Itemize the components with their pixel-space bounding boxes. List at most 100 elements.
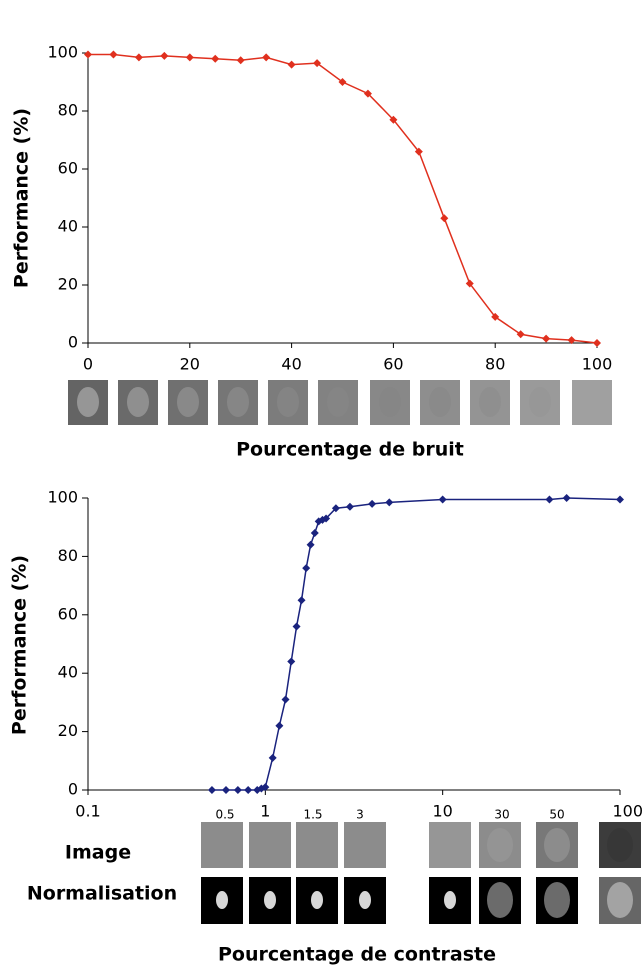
y-tick-label: 100 bbox=[47, 488, 78, 507]
marker bbox=[275, 721, 284, 730]
face bbox=[487, 828, 513, 862]
marker bbox=[345, 502, 354, 511]
marker bbox=[185, 53, 194, 62]
marker bbox=[287, 657, 296, 666]
noise-thumbnail bbox=[370, 380, 410, 425]
y-tick-label: 80 bbox=[58, 546, 78, 565]
x-axis-label: Pourcentage de bruit bbox=[236, 439, 464, 461]
face bbox=[544, 828, 570, 862]
image-thumbnail bbox=[201, 822, 243, 868]
row-label: Image bbox=[65, 842, 131, 864]
marker bbox=[244, 786, 253, 794]
y-tick-label: 20 bbox=[58, 275, 78, 294]
marker bbox=[297, 596, 306, 605]
face bbox=[77, 387, 99, 417]
face bbox=[479, 387, 501, 417]
noise-thumbnail bbox=[420, 380, 460, 425]
face bbox=[529, 387, 551, 417]
face bbox=[216, 891, 228, 909]
face bbox=[327, 387, 349, 417]
face bbox=[379, 387, 401, 417]
image-thumbnail bbox=[429, 822, 471, 868]
normalised-thumbnail bbox=[599, 877, 641, 924]
face bbox=[359, 891, 371, 909]
marker bbox=[109, 50, 118, 59]
marker bbox=[322, 514, 331, 523]
x-tick-label: 100 bbox=[582, 355, 613, 374]
marker bbox=[233, 786, 242, 794]
contrast-thumbnails bbox=[201, 822, 641, 924]
marker bbox=[331, 504, 340, 513]
normalised-thumbnail bbox=[479, 877, 521, 924]
x-tick-label: 1 bbox=[260, 802, 270, 821]
line bbox=[211, 497, 621, 791]
image-thumbnail bbox=[249, 822, 291, 868]
marker bbox=[292, 622, 301, 631]
marker bbox=[363, 89, 372, 98]
image-caption: 50 bbox=[549, 808, 564, 822]
marker bbox=[338, 78, 347, 86]
marker bbox=[385, 498, 394, 507]
y-tick-label: 0 bbox=[68, 333, 78, 352]
face bbox=[264, 891, 276, 909]
marker bbox=[261, 783, 270, 792]
noise-thumbnail bbox=[470, 380, 510, 425]
row-label: Normalisation bbox=[27, 883, 177, 905]
marker bbox=[207, 786, 216, 794]
x-tick-label: 80 bbox=[485, 355, 505, 374]
face bbox=[277, 387, 299, 417]
marker bbox=[211, 54, 220, 63]
marker bbox=[616, 495, 624, 504]
x-tick-label: 40 bbox=[281, 355, 301, 374]
noise-thumbnails bbox=[68, 380, 612, 425]
marker bbox=[281, 695, 290, 704]
y-tick-label: 80 bbox=[58, 101, 78, 120]
noise-thumbnail bbox=[520, 380, 560, 425]
image-thumbnail bbox=[296, 822, 338, 868]
normalised-thumbnail bbox=[536, 877, 578, 924]
y-tick-label: 40 bbox=[58, 217, 78, 236]
face bbox=[177, 387, 199, 417]
face bbox=[311, 891, 323, 909]
marker bbox=[160, 51, 169, 60]
x-tick-label: 10 bbox=[432, 802, 452, 821]
x-tick-label: 60 bbox=[383, 355, 403, 374]
marker bbox=[310, 529, 319, 538]
marker bbox=[236, 56, 245, 65]
image-caption: 0.5 bbox=[215, 808, 234, 822]
line bbox=[88, 53, 598, 344]
face bbox=[544, 882, 570, 918]
marker bbox=[389, 115, 398, 124]
y-tick-label: 20 bbox=[58, 721, 78, 740]
marker bbox=[268, 753, 277, 762]
face bbox=[429, 387, 451, 417]
image-caption: 1.5 bbox=[303, 808, 322, 822]
x-tick-label: 0.1 bbox=[75, 802, 100, 821]
marker bbox=[491, 312, 500, 321]
y-tick-label: 40 bbox=[58, 663, 78, 682]
image-caption: 30 bbox=[494, 808, 509, 822]
marker bbox=[306, 540, 315, 549]
x-tick-label: 100 bbox=[612, 802, 643, 821]
marker bbox=[593, 339, 601, 347]
marker bbox=[465, 279, 474, 288]
marker bbox=[84, 50, 92, 59]
y-axis-label: Performance (%) bbox=[9, 555, 31, 735]
marker bbox=[287, 60, 296, 69]
marker bbox=[368, 499, 377, 508]
marker bbox=[567, 336, 576, 345]
face bbox=[607, 882, 633, 918]
marker bbox=[542, 334, 551, 343]
face bbox=[487, 882, 513, 918]
marker bbox=[134, 53, 143, 62]
face bbox=[607, 828, 633, 862]
noise-thumbnail bbox=[572, 380, 612, 425]
marker bbox=[438, 495, 447, 504]
marker bbox=[516, 330, 525, 339]
face bbox=[444, 891, 456, 909]
y-tick-label: 60 bbox=[58, 604, 78, 623]
y-tick-label: 60 bbox=[58, 159, 78, 178]
image-thumbnail bbox=[344, 822, 386, 868]
marker bbox=[262, 53, 271, 62]
